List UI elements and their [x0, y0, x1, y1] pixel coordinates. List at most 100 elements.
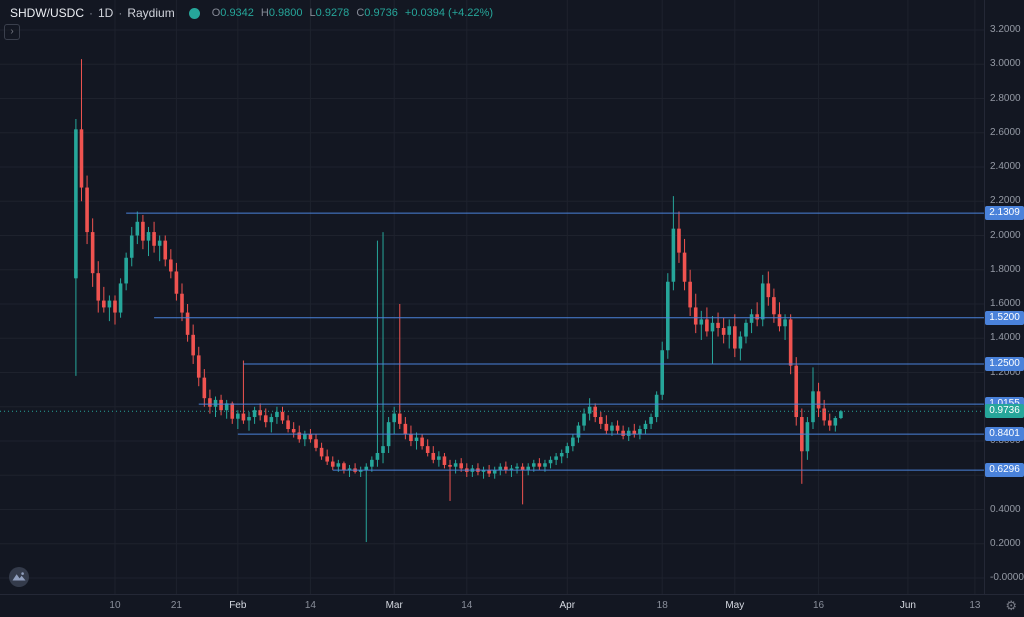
- candle-body: [699, 319, 704, 325]
- price-tick-label: 1.8000: [990, 263, 1021, 275]
- candle-body: [727, 326, 732, 335]
- price-tick-label: 2.8000: [990, 92, 1021, 104]
- candle-body: [504, 466, 508, 471]
- candle-body: [358, 470, 363, 472]
- candle-body: [537, 463, 542, 467]
- settings-gear-icon[interactable]: ⚙: [1005, 598, 1017, 613]
- candle-body: [827, 420, 832, 426]
- candle-body: [314, 439, 318, 448]
- candle-body: [520, 466, 525, 471]
- candle-body: [85, 187, 89, 233]
- candle-body: [543, 463, 547, 467]
- candle-body: [839, 411, 843, 419]
- candle-body: [263, 415, 268, 423]
- candle-body: [760, 283, 765, 320]
- candle-body: [202, 377, 207, 399]
- candle-body: [788, 319, 793, 366]
- candle-body: [319, 447, 324, 457]
- candle-body: [420, 437, 424, 447]
- candle-body: [403, 423, 408, 435]
- candle-body: [241, 413, 246, 421]
- interval-label[interactable]: 1D: [98, 6, 114, 20]
- legend-separator: ·: [118, 6, 123, 20]
- candle-body: [453, 463, 458, 467]
- tradingview-logo[interactable]: [8, 566, 30, 588]
- candle-body: [766, 283, 771, 298]
- level-price-badge[interactable]: 1.5200: [985, 310, 1024, 325]
- price-tick-label: 2.6000: [990, 126, 1021, 138]
- ohlc-readout: O0.9342 H0.9800 L0.9278 C0.9736 +0.0394 …: [212, 7, 493, 19]
- candle-body: [693, 307, 698, 325]
- candle-body: [442, 456, 447, 465]
- candle-body: [610, 425, 614, 431]
- candle-body: [431, 452, 436, 460]
- price-tick-label: 2.4000: [990, 161, 1021, 172]
- candle-body: [124, 257, 128, 284]
- candle-body: [152, 232, 156, 246]
- level-price-badge[interactable]: 0.8401: [985, 427, 1024, 442]
- tradingview-logo-icon: [9, 567, 29, 587]
- candle-body: [626, 430, 631, 436]
- candle-body: [777, 314, 782, 327]
- time-tick-label: 10: [109, 600, 121, 611]
- time-tick-label: 14: [461, 600, 473, 611]
- time-tick-label: Jun: [899, 600, 916, 611]
- time-tick-label: 21: [170, 600, 182, 611]
- candle-body: [208, 398, 212, 407]
- candle-body: [409, 434, 413, 441]
- candle-body: [772, 297, 776, 315]
- change-value: +0.0394 (+4.22%): [404, 7, 493, 19]
- candle-body: [811, 391, 815, 423]
- candle-body: [805, 422, 810, 452]
- candle-body: [833, 418, 838, 426]
- candle-body: [571, 437, 575, 447]
- candle-body: [185, 312, 190, 335]
- candle-body: [710, 322, 715, 332]
- candle-body: [392, 413, 396, 423]
- candle-body: [129, 235, 134, 258]
- level-price-badge[interactable]: 1.2500: [985, 356, 1024, 371]
- level-price-badge[interactable]: 2.1309: [985, 206, 1024, 221]
- candle-body: [213, 399, 218, 407]
- candle-body: [643, 423, 648, 430]
- candle-body: [163, 240, 168, 260]
- candle-body: [308, 434, 313, 440]
- time-axis[interactable]: ⚙ 10 21 Feb 14 Mar 14 Apr 18 May 16 Jun 13: [0, 594, 1024, 617]
- candle-body: [397, 413, 402, 424]
- candle-body: [169, 259, 173, 272]
- candle-body: [744, 322, 748, 337]
- candle-body: [582, 413, 586, 426]
- level-price-badge[interactable]: 0.6296: [985, 463, 1024, 478]
- price-tick-label: 1.6000: [990, 298, 1021, 309]
- candle-body: [280, 411, 285, 421]
- candle-body: [141, 221, 145, 241]
- candle-body: [414, 437, 419, 441]
- candle-body: [733, 326, 737, 349]
- candle-body: [291, 429, 296, 433]
- price-tick-label: 2.0000: [990, 229, 1021, 241]
- candle-body: [682, 252, 687, 282]
- candle-body: [459, 463, 463, 469]
- candle-body: [598, 417, 603, 424]
- price-axis[interactable]: 3.2000 3.0000 2.8000 2.6000 2.4000 2.2000 2.00…: [984, 0, 1024, 595]
- candle-body: [481, 470, 486, 472]
- price-tick-label: 0.4000: [990, 503, 1021, 515]
- candle-body: [74, 129, 78, 279]
- candle-body: [671, 228, 676, 282]
- candle-body: [135, 221, 140, 236]
- symbol-title[interactable]: SHDW/USDC: [10, 6, 84, 20]
- candle-body: [559, 452, 564, 457]
- candle-body: [375, 452, 380, 460]
- candle-body: [247, 417, 251, 421]
- legend-collapse-button[interactable]: ›: [4, 24, 20, 40]
- price-tick-label: 2.2000: [990, 195, 1021, 207]
- candle-body: [705, 319, 709, 332]
- candle-body: [498, 466, 503, 471]
- candle-body: [783, 319, 787, 327]
- candle-body: [716, 322, 720, 328]
- exchange-label[interactable]: Raydium: [127, 6, 175, 20]
- last-price-badge[interactable]: 0.9736: [985, 404, 1024, 419]
- candle-body: [224, 403, 229, 411]
- candle-body: [638, 429, 642, 435]
